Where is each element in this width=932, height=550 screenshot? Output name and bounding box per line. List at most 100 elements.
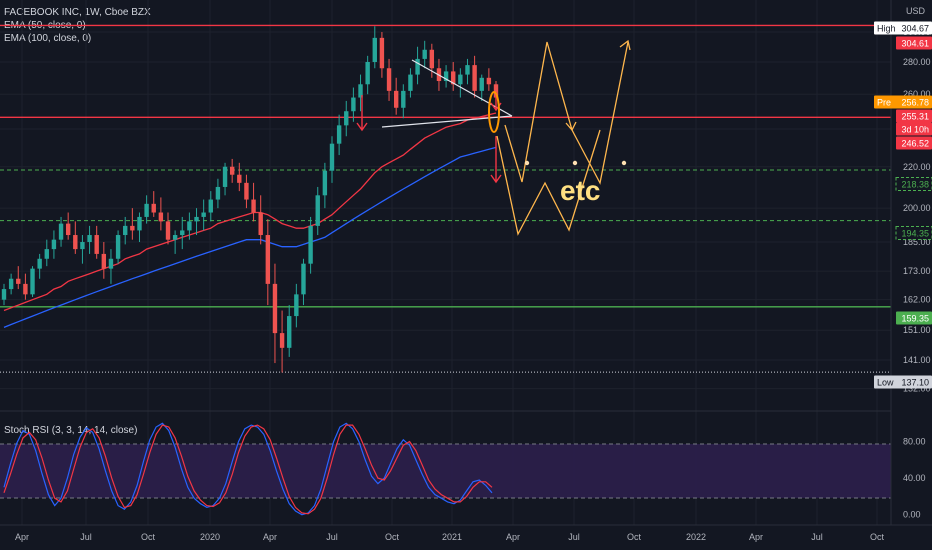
candle-body [358,84,363,98]
drawings: etc [356,39,631,236]
price-tag-label: Pre [877,98,891,108]
candle-body [365,62,370,85]
candle-body [393,90,399,108]
price-axis-ticks: 300.00280.00260.00240.00220.00200.00185.… [903,27,931,394]
candle-body [222,166,228,187]
candle-body [322,170,328,196]
stoch-lines [3,422,493,516]
candle-body [23,283,28,295]
candle-body [165,221,171,240]
candle-body [486,77,492,85]
candle-body [101,253,107,269]
time-tick-label: Oct [385,532,400,542]
time-tick-label: 2022 [686,532,706,542]
price-tick-label: 260.00 [903,89,931,99]
candle-body [386,68,392,91]
ema-line [3,112,497,312]
horizontal-levels [0,24,891,373]
stoch-band [0,444,891,498]
price-tag-value: 255.31 [901,112,929,122]
candle-body [372,37,377,63]
candle-body [144,203,149,217]
etc-annotation: etc [560,175,600,206]
ema100-legend[interactable]: EMA (100, close, 0) [4,33,92,44]
candle-body [201,212,206,217]
stoch-line [3,424,493,515]
time-axis-ticks[interactable]: Apr Jul Oct 2020 Apr Jul Oct 2021 Apr Jul Oct 2022 A… [15,532,885,542]
price-tag-outline [895,177,932,191]
candle-body [451,71,456,85]
candle-body [8,278,14,290]
price-tag-bg [874,21,932,35]
candle-body [37,258,42,269]
price-tag-bg [896,122,932,136]
stoch-tick-label: 40.00 [903,473,926,483]
triangle-lower-line [381,115,513,128]
candle-body [130,225,135,231]
time-tick-label: Oct [627,532,642,542]
candle-body [194,216,199,222]
candle-body [158,212,164,222]
candle-body [429,49,435,69]
price-tag-value: 194.35 [901,229,929,239]
candle-body [379,37,385,69]
candle-body [443,71,449,82]
stoch-tick-label: 80.00 [903,437,926,447]
candle-body [272,283,278,334]
red-arrow-down-3 [490,136,502,184]
stoch-title[interactable]: Stoch RSI (3, 3, 14, 14, close) [4,425,137,436]
price-tag: 218.38 [895,177,932,191]
price-tick-label: 162.00 [903,295,931,305]
price-tag-value: 3d 10h [901,125,929,135]
price-tick-label: 185.00 [903,237,931,247]
candle-body [479,77,484,91]
price-tag-bg [896,136,932,150]
time-tick-label: Apr [263,532,277,542]
time-tick-label: Jul [326,532,338,542]
candle-body [180,230,185,236]
candle-body [16,278,21,284]
red-arrow-down-1 [356,95,368,132]
price-tag: 194.35 [895,226,932,240]
price-tag-bg [896,311,932,325]
price-tag: 304.61 [896,36,932,50]
price-tag-bg [874,95,932,109]
symbol-title[interactable]: FACEBOOK INC, 1W, Cboe BZX [4,7,151,18]
candle-body [108,258,114,269]
candle-body [401,90,406,108]
time-tick-label: Apr [15,532,29,542]
time-tick-label: Oct [141,532,156,542]
price-tag-value: 218.38 [901,180,929,190]
candle-body [301,263,306,295]
candle-body [237,174,242,183]
stoch-line [3,422,493,516]
candle-body [1,289,7,300]
price-tag: Low 137.10 [874,375,932,389]
price-tick-label: 220.00 [903,162,931,172]
candle-body [251,199,256,213]
candles [1,26,499,373]
candle-body [65,223,71,236]
projection-arrow-2 [619,39,631,51]
candle-body [172,235,178,240]
price-axis[interactable] [891,0,932,550]
candle-body [187,221,192,231]
candle-body [44,249,49,259]
candle-body [229,166,235,175]
candle-body [465,65,470,75]
candle-body [265,235,271,284]
candle-body [458,74,463,85]
price-tag-label: High [877,24,896,34]
candle-body [58,223,64,240]
projection-down-path [496,129,601,236]
candle-body [73,235,78,250]
dot-1 [524,160,530,166]
candle-body [244,182,249,200]
stoch-axis-ticks: 80.00 40.00 0.00 [903,437,926,520]
candle-body [329,143,335,171]
price-tick-label: 132.00 [903,384,931,394]
ema-line [3,146,497,329]
candle-body [208,199,213,213]
price-tag-bg [896,36,932,50]
